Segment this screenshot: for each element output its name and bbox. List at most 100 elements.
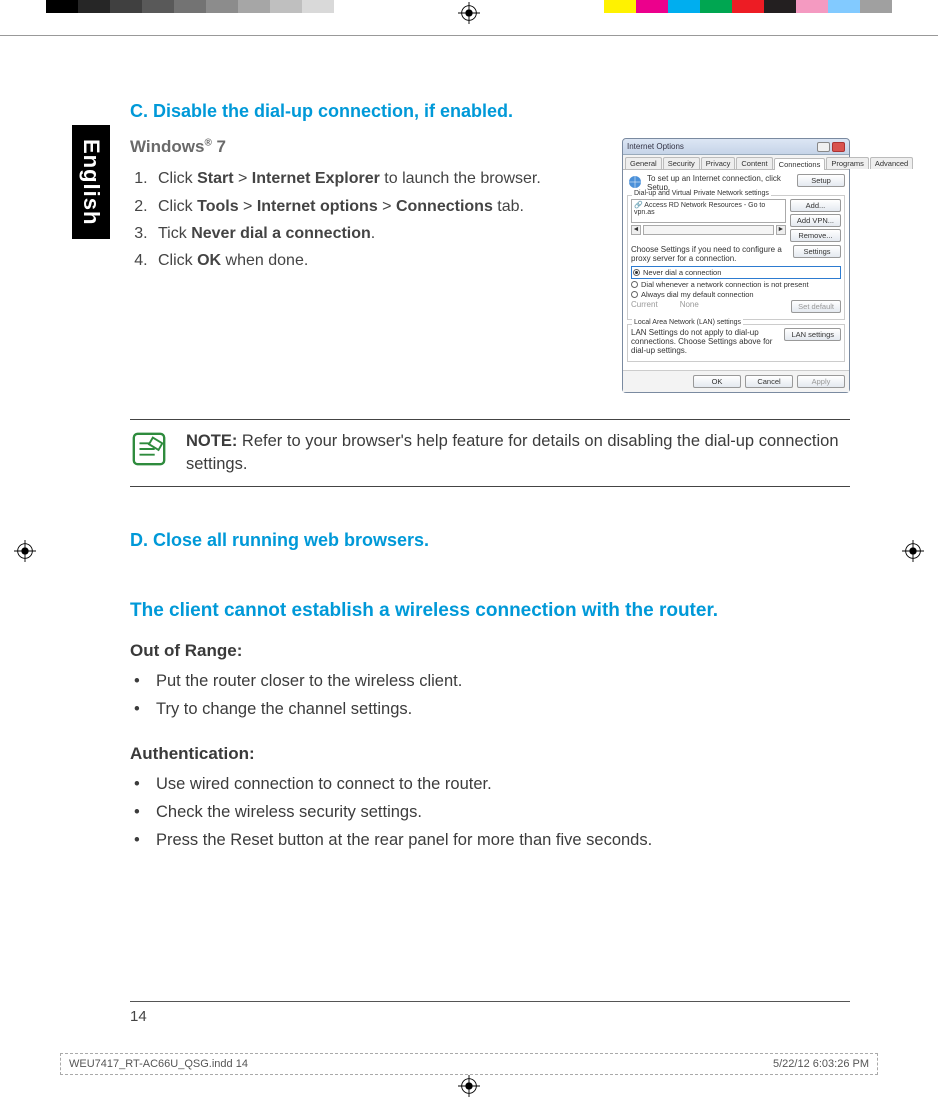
registration-mark-icon: [458, 2, 480, 24]
list-item[interactable]: 🔗 Access RD Network Resources - Go to vp…: [634, 202, 765, 216]
add-button[interactable]: Add...: [790, 199, 841, 212]
radio-icon: [631, 291, 638, 298]
step-text: >: [239, 198, 257, 215]
step-text: Click: [158, 170, 197, 187]
add-vpn-button[interactable]: Add VPN...: [790, 214, 841, 227]
lan-settings-button[interactable]: LAN settings: [784, 328, 841, 341]
setup-button[interactable]: Setup: [797, 174, 845, 187]
internet-options-dialog: Internet Options General Security Privac…: [622, 138, 850, 393]
list-item: Check the wireless security settings.: [156, 800, 850, 826]
tab-connections[interactable]: Connections: [774, 158, 826, 170]
page-number: 14: [130, 1001, 850, 1025]
step-text: Tick: [158, 225, 191, 242]
step-item: Click Tools > Internet options > Connect…: [152, 195, 604, 218]
scroll-right-icon[interactable]: ►: [776, 225, 786, 235]
step-text: Click: [158, 252, 197, 269]
wireless-issue-heading: The client cannot establish a wireless c…: [130, 599, 850, 624]
footer-filename: WEU7417_RT-AC66U_QSG.indd 14: [69, 1058, 248, 1070]
globe-icon: [627, 174, 643, 190]
current-value: None: [680, 300, 699, 309]
help-icon[interactable]: [817, 142, 830, 152]
authentication-title: Authentication:: [130, 744, 850, 764]
radio-never-dial[interactable]: Never dial a connection: [631, 266, 841, 279]
ok-button[interactable]: OK: [693, 375, 741, 388]
settings-button[interactable]: Settings: [793, 245, 841, 258]
tab-general[interactable]: General: [625, 157, 662, 169]
lan-settings-group: Local Area Network (LAN) settings LAN Se…: [627, 324, 845, 362]
page-content: C. Disable the dial-up connection, if en…: [130, 100, 850, 855]
scroll-track[interactable]: [643, 225, 774, 235]
step-bold: Tools: [197, 198, 238, 215]
windows-7-subhead: Windows® 7: [130, 137, 604, 157]
print-footer: WEU7417_RT-AC66U_QSG.indd 14 5/22/12 6:0…: [60, 1053, 878, 1075]
radio-label: Always dial my default connection: [641, 290, 754, 299]
section-c-heading: C. Disable the dial-up connection, if en…: [130, 100, 604, 123]
radio-label: Never dial a connection: [643, 268, 721, 277]
list-item: Use wired connection to connect to the r…: [156, 772, 850, 798]
list-item: Try to change the channel settings.: [156, 697, 850, 723]
out-of-range-list: Put the router closer to the wireless cl…: [130, 669, 850, 722]
footer-timestamp: 5/22/12 6:03:26 PM: [773, 1058, 869, 1070]
radio-label: Dial whenever a network connection is no…: [641, 280, 809, 289]
step-text: when done.: [221, 252, 308, 269]
step-text: Click: [158, 198, 197, 215]
remove-button[interactable]: Remove...: [790, 229, 841, 242]
dialup-vpn-group: Dial-up and Virtual Private Network sett…: [627, 195, 845, 320]
dialog-title: Internet Options: [627, 142, 684, 151]
scroll-bar[interactable]: ◄ ►: [631, 225, 786, 235]
step-bold: Internet Explorer: [252, 170, 380, 187]
step-item: Tick Never dial a connection.: [152, 222, 604, 245]
dialog-body: To set up an Internet connection, click …: [623, 170, 849, 370]
tab-content[interactable]: Content: [736, 157, 772, 169]
tab-advanced[interactable]: Advanced: [870, 157, 913, 169]
subhead-text: 7: [212, 137, 226, 156]
subhead-text: Windows: [130, 137, 204, 156]
dialog-tabs: General Security Privacy Content Connect…: [623, 155, 849, 170]
step-text: tab.: [493, 198, 524, 215]
language-tab: English: [72, 125, 110, 239]
steps-list: Click Start > Internet Explorer to launc…: [130, 167, 604, 272]
out-of-range-title: Out of Range:: [130, 641, 850, 661]
set-default-button: Set default: [791, 300, 841, 313]
note-box: NOTE: Refer to your browser's help featu…: [130, 419, 850, 487]
group-title: Local Area Network (LAN) settings: [632, 319, 743, 326]
authentication-list: Use wired connection to connect to the r…: [130, 772, 850, 853]
step-bold: OK: [197, 252, 221, 269]
group-title: Dial-up and Virtual Private Network sett…: [632, 190, 771, 197]
step-item: Click Start > Internet Explorer to launc…: [152, 167, 604, 190]
note-text: NOTE: Refer to your browser's help featu…: [186, 430, 850, 476]
radio-icon: [631, 281, 638, 288]
step-bold: Connections: [396, 198, 493, 215]
note-body: Refer to your browser's help feature for…: [186, 432, 839, 473]
note-label: NOTE:: [186, 432, 237, 450]
cancel-button[interactable]: Cancel: [745, 375, 793, 388]
apply-button: Apply: [797, 375, 845, 388]
connections-list[interactable]: 🔗 Access RD Network Resources - Go to vp…: [631, 199, 786, 223]
registration-mark-icon: [902, 540, 924, 562]
note-icon: [130, 430, 168, 468]
step-text: >: [234, 170, 252, 187]
proxy-text: Choose Settings if you need to configure…: [631, 245, 789, 263]
list-item: Put the router closer to the wireless cl…: [156, 669, 850, 695]
scroll-left-icon[interactable]: ◄: [631, 225, 641, 235]
tab-privacy[interactable]: Privacy: [701, 157, 736, 169]
step-item: Click OK when done.: [152, 249, 604, 272]
current-label: Current: [631, 300, 658, 309]
tab-programs[interactable]: Programs: [826, 157, 869, 169]
list-item: Press the Reset button at the rear panel…: [156, 828, 850, 854]
lan-text: LAN Settings do not apply to dial-up con…: [631, 328, 780, 355]
registered-mark: ®: [204, 138, 211, 149]
dialog-buttons: OK Cancel Apply: [623, 370, 849, 392]
close-icon[interactable]: [832, 142, 845, 152]
radio-always-dial[interactable]: Always dial my default connection: [631, 290, 841, 299]
step-bold: Start: [197, 170, 233, 187]
radio-dial-when[interactable]: Dial whenever a network connection is no…: [631, 280, 841, 289]
dialog-titlebar: Internet Options: [623, 139, 849, 155]
tab-security[interactable]: Security: [663, 157, 700, 169]
step-bold: Never dial a connection: [191, 225, 371, 242]
window-controls: [817, 142, 845, 152]
step-text: .: [371, 225, 375, 242]
registration-mark-icon: [458, 1075, 480, 1097]
radio-icon: [633, 269, 640, 276]
step-text: to launch the browser.: [380, 170, 541, 187]
